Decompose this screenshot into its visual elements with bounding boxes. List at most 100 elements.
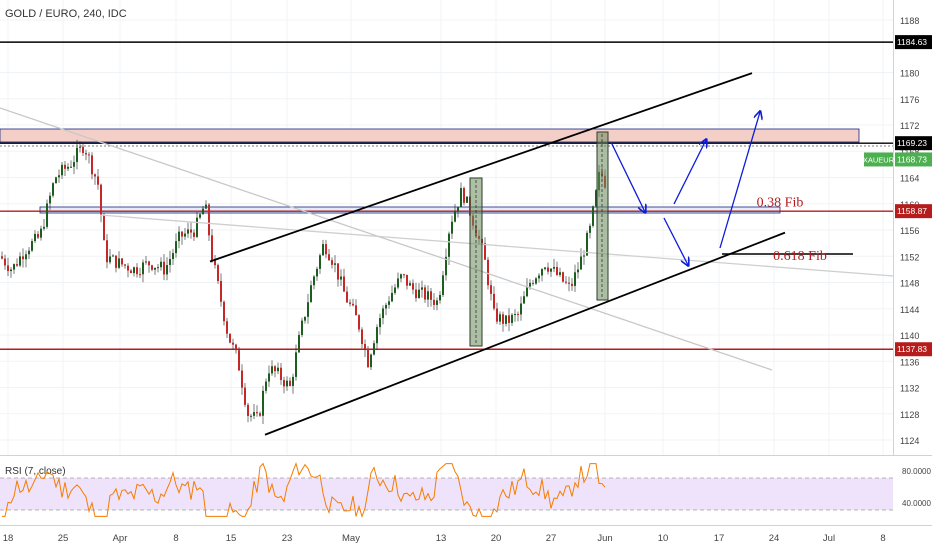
candle-body xyxy=(46,203,48,227)
candle-body xyxy=(550,268,552,272)
time-tick-label: Jul xyxy=(823,533,835,544)
candle-body xyxy=(34,233,36,242)
candle-body xyxy=(523,296,525,304)
candle-body xyxy=(133,267,135,274)
candle-body xyxy=(40,228,42,238)
candle-body xyxy=(439,294,441,301)
candle-body xyxy=(529,282,531,287)
candle-body xyxy=(280,367,282,381)
candle-body xyxy=(520,303,522,315)
price-level-label: 1169.23 xyxy=(897,138,927,148)
candle-body xyxy=(163,261,165,275)
chart-title: GOLD / EURO, 240, IDC xyxy=(5,8,127,20)
candle-body xyxy=(178,231,180,242)
price-level-label: 1184.63 xyxy=(897,37,927,47)
candle-body xyxy=(43,226,45,229)
candle-body xyxy=(301,320,303,335)
candle-body xyxy=(130,270,132,274)
price-level-badge xyxy=(895,204,932,219)
candle-body xyxy=(367,348,369,368)
price-axis[interactable]: 1124112811321136114011441148115211561160… xyxy=(863,0,932,508)
candle-body xyxy=(526,286,528,297)
time-tick-label: 8 xyxy=(880,533,885,544)
zones xyxy=(0,128,860,214)
candle-body xyxy=(253,412,255,416)
candle-body xyxy=(466,196,468,203)
candle-body xyxy=(289,380,291,386)
price-tick-label: 1124 xyxy=(900,436,919,446)
candle-body xyxy=(451,221,453,234)
candle-body xyxy=(49,195,51,204)
candle-body xyxy=(448,233,450,257)
candle-body xyxy=(553,266,555,269)
price-level-label: 1168.73 xyxy=(897,154,927,164)
candle-body xyxy=(262,390,264,416)
candle-body xyxy=(511,314,513,323)
candle-body xyxy=(292,376,294,386)
rsi-band xyxy=(0,478,893,510)
candle-body xyxy=(436,300,438,305)
candle-body xyxy=(196,217,198,237)
candle-body xyxy=(103,215,105,241)
candle-body xyxy=(370,354,372,368)
candle-body xyxy=(160,261,162,268)
candle-body xyxy=(154,267,156,270)
candle-body xyxy=(31,241,33,251)
time-tick-label: 17 xyxy=(714,533,725,544)
channel-upper xyxy=(209,72,753,263)
candle-body xyxy=(193,232,195,237)
candle-body xyxy=(403,274,405,276)
candle-body xyxy=(181,231,183,237)
candle-body xyxy=(544,267,546,270)
price-tick-label: 1172 xyxy=(900,121,919,131)
time-tick-label: 10 xyxy=(658,533,669,544)
candle-body xyxy=(406,274,408,286)
candle-body xyxy=(220,281,222,302)
projection-arrow xyxy=(663,217,688,265)
candle-body xyxy=(592,206,594,226)
candle-body xyxy=(298,334,300,353)
candle-body xyxy=(217,265,219,282)
time-tick-label: Apr xyxy=(113,533,128,544)
trendline-faint xyxy=(0,107,773,371)
highlight-box xyxy=(596,131,609,301)
candle-body xyxy=(247,404,249,416)
candle-body xyxy=(400,274,402,279)
candle-body xyxy=(334,263,336,265)
price-tick-label: 1180 xyxy=(900,69,919,79)
candle-body xyxy=(88,154,90,156)
price-tick-label: 1164 xyxy=(900,174,919,184)
candle-body xyxy=(547,267,549,272)
price-tick-label: 1188 xyxy=(900,16,919,26)
time-axis[interactable]: 18 25 Apr 8 15 23 May 13 20 27 Jun 10 17 24 Jul 8 xyxy=(0,525,932,545)
candle-body xyxy=(58,175,60,178)
candle-body xyxy=(568,282,570,284)
rsi-line xyxy=(2,462,606,518)
candle-body xyxy=(157,267,159,269)
candle-body xyxy=(565,281,567,283)
time-tick-label: 23 xyxy=(282,533,293,544)
candle-body xyxy=(94,174,96,177)
candle-body xyxy=(385,304,387,309)
candle-body xyxy=(505,315,507,324)
candle-body xyxy=(1,256,3,259)
price-level-badge xyxy=(895,152,932,167)
candle-body xyxy=(421,287,423,290)
price-tick-label: 1168 xyxy=(900,147,919,157)
candle-body xyxy=(586,232,588,256)
time-tick-label: 15 xyxy=(226,533,237,544)
candle-body xyxy=(295,352,297,377)
candle-body xyxy=(388,301,390,305)
candle-body xyxy=(580,256,582,270)
candle-body xyxy=(208,204,210,236)
grid xyxy=(0,0,893,455)
candle-body xyxy=(13,264,15,270)
candle-body xyxy=(358,315,360,330)
candle-body xyxy=(70,166,72,168)
candle-body xyxy=(115,255,117,268)
candle-body xyxy=(139,274,141,276)
candle-body xyxy=(97,176,99,185)
candle-body xyxy=(328,254,330,261)
candle-body xyxy=(250,415,252,417)
